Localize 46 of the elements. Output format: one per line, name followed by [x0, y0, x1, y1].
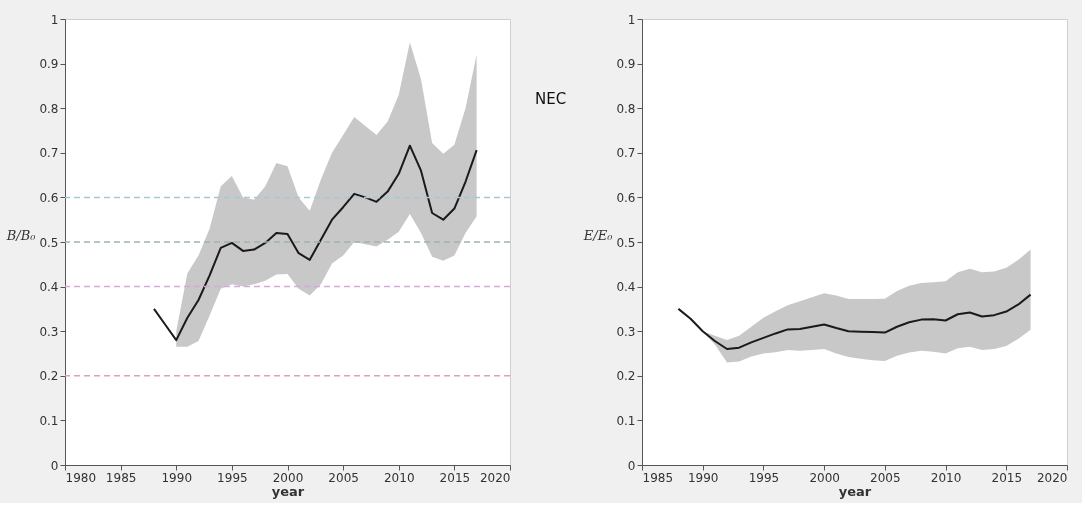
y-tick-label: 0.9: [616, 57, 636, 72]
y-tick-label: 0.6: [616, 190, 636, 205]
y-tick-label: 0.1: [39, 413, 59, 428]
x-tick-label: 1985: [642, 470, 674, 485]
y-tick-label: 0.1: [616, 413, 636, 428]
y-tick-label: 0.7: [39, 146, 59, 161]
y-tick-label: 0.3: [616, 324, 636, 339]
y-axis-title: E/E₀: [582, 227, 614, 243]
y-tick-label: 0: [627, 458, 636, 473]
x-tick-label: 2020: [1036, 470, 1068, 485]
x-tick-label: 2010: [930, 470, 962, 485]
x-tick-label: 2005: [870, 470, 901, 485]
x-tick-label: 2000: [809, 470, 840, 485]
x-axis-title: year: [271, 483, 305, 499]
line-series: [677, 293, 1032, 351]
x-tick-label: 1995: [748, 470, 780, 485]
x-tick-label: 2020: [479, 470, 511, 485]
y-tick-label: 1: [627, 12, 636, 27]
line-series: [153, 144, 478, 342]
y-tick-label: 0.4: [39, 280, 59, 295]
y-tick-label: 0.8: [39, 101, 59, 116]
x-tick-label: 1985: [105, 470, 137, 485]
y-tick-label: 0.6: [39, 190, 59, 205]
x-tick-label: 2015: [991, 470, 1023, 485]
y-tick-label: 0: [50, 458, 59, 473]
x-tick-label: 2005: [328, 470, 359, 485]
x-tick-label: 2010: [383, 470, 415, 485]
x-tick-label: 2000: [272, 470, 304, 485]
y-tick-label: 0.5: [616, 235, 636, 250]
x-tick-label: 1990: [161, 470, 193, 485]
y-tick-label: 0.2: [616, 369, 636, 384]
y-tick-label: 0.5: [39, 235, 59, 250]
y-tick-label: 0.4: [616, 280, 636, 295]
y-tick-label: 1: [50, 12, 59, 27]
x-tick-label: 1980: [65, 470, 97, 485]
y-tick-label: 0.8: [616, 101, 636, 116]
y-tick-label: 0.3: [39, 324, 59, 339]
y-tick-label: 0.2: [39, 369, 59, 384]
x-axis-title: year: [838, 483, 872, 499]
y-axis-title: B/B₀: [5, 227, 37, 243]
x-tick-label: 1995: [217, 470, 248, 485]
x-tick-label: 2015: [439, 470, 471, 485]
y-tick-label: 0.9: [39, 57, 59, 72]
text: NEC: [535, 90, 567, 108]
x-tick-label: 1990: [687, 470, 719, 485]
y-tick-label: 0.7: [616, 146, 636, 161]
